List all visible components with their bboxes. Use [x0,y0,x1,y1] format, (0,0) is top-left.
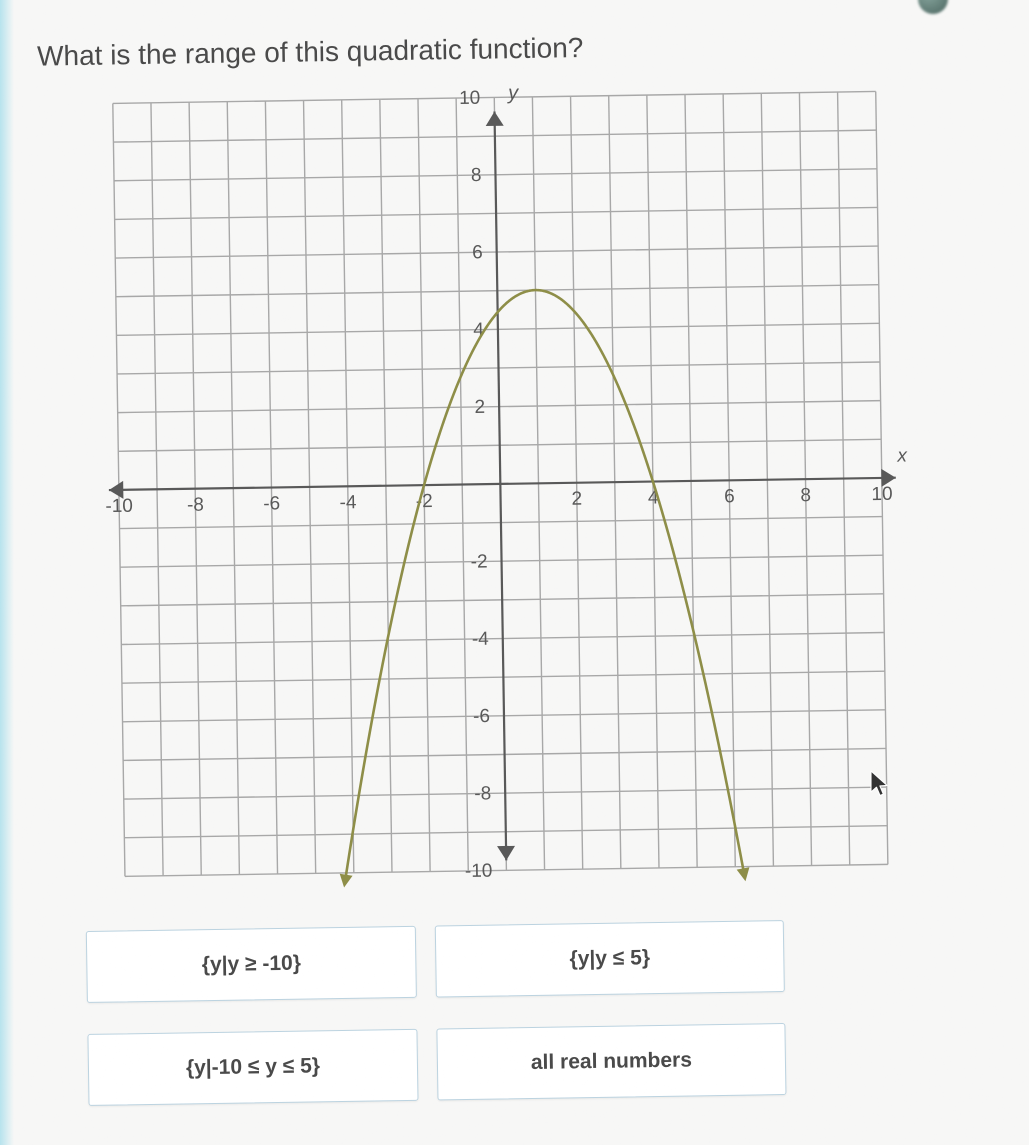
svg-text:2: 2 [474,397,485,418]
svg-text:-2: -2 [470,551,487,572]
svg-text:x: x [896,446,908,467]
svg-text:-8: -8 [187,495,204,516]
svg-text:-4: -4 [339,492,357,513]
svg-text:-10: -10 [105,496,133,517]
svg-text:8: 8 [800,485,811,506]
svg-text:10: 10 [459,88,480,109]
svg-text:10: 10 [871,484,892,505]
svg-text:-6: -6 [263,493,280,514]
svg-text:-10: -10 [465,861,493,882]
svg-text:-8: -8 [474,783,491,804]
svg-text:6: 6 [472,242,483,263]
svg-text:-6: -6 [473,706,490,727]
svg-text:6: 6 [724,486,735,507]
svg-text:y: y [506,82,519,104]
svg-text:2: 2 [571,489,582,510]
svg-text:-4: -4 [472,629,490,650]
svg-text:8: 8 [471,165,482,186]
